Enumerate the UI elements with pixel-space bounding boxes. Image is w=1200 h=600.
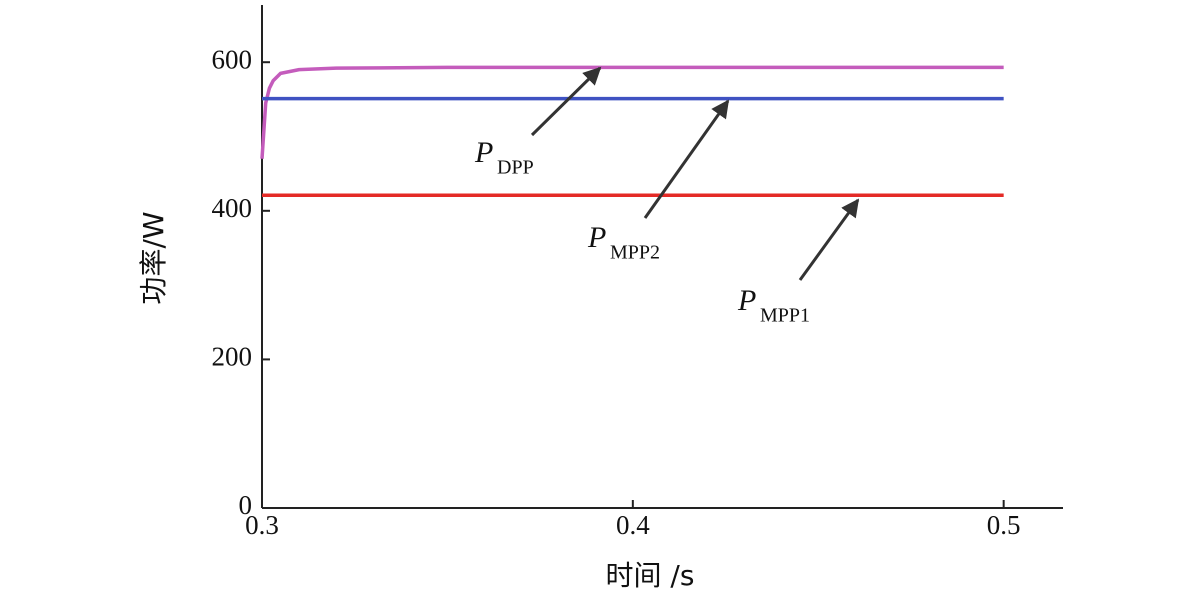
- y-tick-label: 200: [212, 342, 253, 372]
- series-line: [260, 65, 1004, 159]
- annotation-subscript: MPP2: [610, 242, 660, 264]
- annotation-arrow: [798, 198, 860, 281]
- x-tick-label: 0.3: [245, 510, 279, 540]
- y-tick-label: 600: [212, 44, 253, 74]
- y-tick-label: 0: [239, 490, 253, 520]
- annotation-arrow: [643, 99, 730, 219]
- annotation-subscript: DPP: [497, 157, 534, 179]
- x-tick-label: 0.5: [987, 510, 1021, 540]
- annotation-label: P: [587, 221, 606, 254]
- annotation-subscript: MPP1: [760, 305, 810, 327]
- y-tick-label: 400: [212, 193, 253, 223]
- annotation-arrow: [530, 66, 602, 137]
- annotation-label: P: [737, 284, 756, 317]
- x-axis-label: 时间 /s: [606, 559, 695, 592]
- y-axis-label: 功率/W: [137, 211, 170, 304]
- x-tick-label: 0.4: [616, 510, 650, 540]
- annotation-label: P: [474, 136, 493, 169]
